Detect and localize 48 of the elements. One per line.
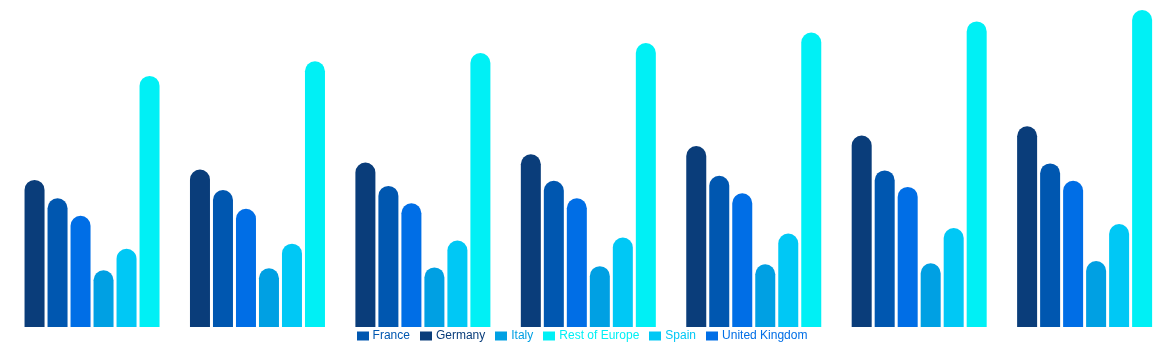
bar — [543, 180, 564, 327]
bar — [93, 270, 114, 327]
legend-label: Spain — [665, 328, 697, 342]
bar — [116, 248, 137, 327]
bar — [635, 42, 656, 327]
bar — [139, 75, 160, 327]
legend-label: Germany — [435, 328, 486, 342]
bar — [304, 61, 325, 327]
bar — [401, 203, 422, 327]
legend-label: United Kingdom — [722, 328, 808, 342]
bar — [778, 233, 799, 327]
bar — [47, 198, 68, 327]
bar — [355, 162, 376, 327]
bar — [470, 53, 491, 327]
bar — [189, 169, 210, 327]
bar — [801, 32, 822, 327]
bar — [897, 186, 918, 327]
bar — [1040, 163, 1061, 327]
bar — [732, 193, 753, 327]
bar — [70, 215, 91, 327]
bar — [258, 268, 279, 327]
bar — [24, 179, 45, 327]
bar — [566, 198, 587, 327]
bar — [920, 263, 941, 327]
legend-label: Rest of Europe — [559, 328, 640, 342]
bar — [447, 240, 468, 327]
bar — [589, 266, 610, 327]
bar — [1017, 126, 1038, 327]
bar — [755, 264, 776, 327]
bar — [378, 185, 399, 327]
bar — [212, 190, 233, 327]
bar — [709, 175, 730, 327]
bar — [851, 135, 872, 327]
bar — [1109, 223, 1130, 327]
bar — [1086, 261, 1107, 327]
bar — [520, 154, 541, 327]
bar — [235, 208, 256, 327]
legend-label: France — [372, 328, 410, 342]
legend-label: Italy — [511, 328, 534, 342]
bar — [424, 267, 445, 327]
bar — [686, 145, 707, 327]
bar — [1132, 10, 1153, 327]
bar — [612, 237, 633, 327]
bar — [966, 21, 987, 327]
bar — [874, 170, 895, 327]
bar — [281, 243, 302, 327]
bar — [943, 228, 964, 327]
bar — [1063, 180, 1084, 327]
